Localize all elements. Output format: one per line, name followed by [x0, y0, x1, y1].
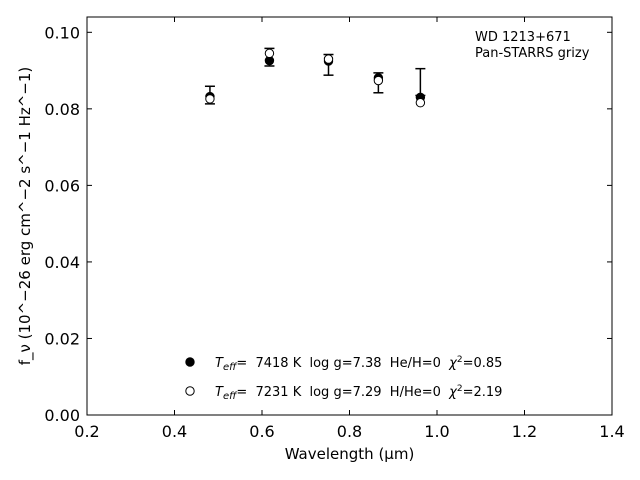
legend-entry-2: Teff= 7231 K log g=7.29 H/He=0 χ2=2.19	[215, 384, 502, 402]
y-axis-label: f_ν (10^−26 erg cm^−2 s^−1 Hz^−1)	[16, 67, 35, 366]
legend: Teff= 7418 K log g=7.38 He/H=0 χ2=0.85 T…	[185, 355, 502, 402]
x-tick-label: 1.4	[599, 422, 624, 441]
axis-ticks: 0.2 0.4 0.6 0.8 1.0 1.2 1.4 0.00 0.02 0.04 0.06 0.0…	[44, 17, 625, 441]
annotation-line-2: Pan-STARRS grizy	[475, 46, 590, 61]
x-tick-label: 0.8	[337, 422, 362, 441]
data-points	[205, 48, 426, 108]
x-axis-label: Wavelength (μm)	[285, 445, 415, 463]
y-tick-label: 0.02	[44, 329, 80, 348]
legend-entry-1: Teff= 7418 K log g=7.38 He/H=0 χ2=0.85	[215, 355, 502, 373]
point-open	[415, 98, 426, 108]
point-open	[323, 54, 334, 64]
point-open	[264, 48, 275, 59]
point-open	[373, 75, 384, 86]
y-tick-label: 0.10	[44, 23, 80, 42]
y-tick-label: 0.08	[44, 100, 80, 119]
x-tick-label: 0.6	[249, 422, 274, 441]
x-tick-label: 0.4	[162, 422, 187, 441]
annotation-line-1: WD 1213+671	[475, 30, 571, 45]
y-tick-label: 0.04	[44, 253, 80, 272]
legend-marker-filled	[185, 357, 195, 367]
y-tick-label: 0.00	[44, 406, 80, 425]
x-tick-label: 0.2	[74, 422, 99, 441]
x-tick-label: 1.0	[424, 422, 449, 441]
x-tick-label: 1.2	[512, 422, 537, 441]
point-open	[205, 94, 215, 104]
legend-marker-open	[185, 386, 195, 396]
y-tick-label: 0.06	[44, 176, 80, 195]
